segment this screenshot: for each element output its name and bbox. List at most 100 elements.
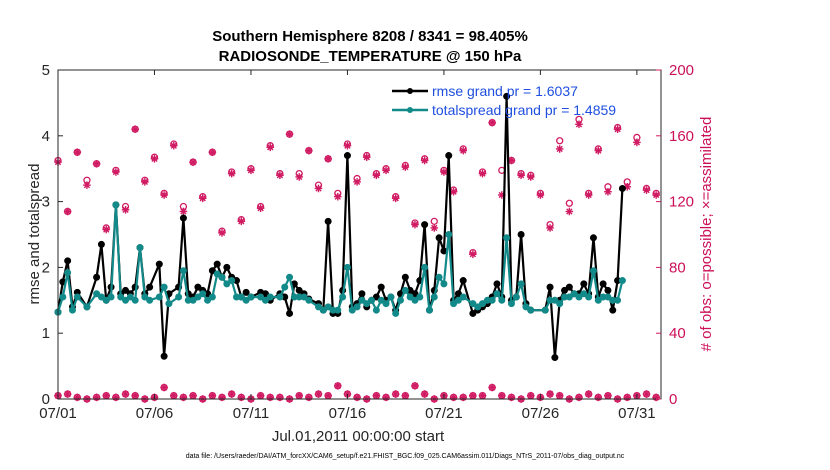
obs-assimilated-marker-low [266,393,275,402]
totalspread-point [102,296,110,304]
totalspread-point [454,296,462,304]
totalspread-point [194,293,202,301]
totalspread-point [594,296,602,304]
y-right-tick-label: 0 [669,391,677,408]
x-tick-label: 07/01 [39,405,77,422]
rmse-point [208,267,216,275]
obs-assimilated-marker [247,166,255,175]
x-tick-label: 07/06 [136,405,174,422]
rmse-point [517,231,525,238]
obs-assimilated-marker [362,153,371,161]
obs-assimilated-marker [266,143,275,152]
rmse-point [454,290,462,298]
obs-assimilated-marker [305,146,313,155]
rmse-point [160,352,168,360]
obs-assimilated-marker [449,187,458,196]
obs-assimilated-marker-low [276,393,284,402]
obs-assimilated-marker-low [189,391,197,400]
totalspread-point [377,296,385,304]
totalspread-point [541,306,549,314]
obs-assimilated-marker-low [353,393,361,402]
obs-assimilated-marker [295,173,303,181]
rmse-point [618,184,626,192]
obs-assimilated-marker-low [507,393,516,402]
obs-assimilated-marker [237,217,246,226]
obs-assimilated-marker [256,204,265,212]
y-axis-left-label: rmse and totalspread [26,164,43,305]
rmse-point [261,290,269,298]
x-tick-label: 07/16 [329,405,367,422]
obs-assimilated-marker-low [469,391,477,400]
obs-assimilated-marker [208,148,217,157]
totalspread-point [179,267,187,275]
obs-assimilated-marker [353,178,361,186]
obs-assimilated-marker-low [63,390,72,398]
obs-assimilated-marker [102,225,111,234]
obs-assimilated-marker-low [555,391,564,400]
rmse-point [469,309,477,317]
obs-assimilated-marker-low [391,390,400,398]
totalspread-point [406,293,414,301]
obs-assimilated-marker [517,171,525,180]
totalspread-point [348,306,356,314]
obs-assimilated-marker [121,206,130,214]
rmse-point [599,280,607,288]
obs-assimilated-marker [391,194,400,203]
totalspread-point [136,244,144,252]
x-tick-label: 07/31 [618,405,656,422]
obs-assimilated-marker [63,207,72,216]
totalspread-point [93,290,101,298]
totalspread-point [131,296,139,304]
y-right-tick-label: 160 [669,128,694,145]
totalspread-point [155,293,163,301]
obs-assimilated-marker-low [295,391,303,400]
y-right-tick-label: 40 [669,325,686,342]
obs-assimilated-marker [613,125,622,134]
totalspread-point [59,293,67,301]
totalspread-point [305,296,313,304]
obs-assimilated-marker-low [121,390,130,398]
obs-assimilated-marker [73,148,82,157]
obs-assimilated-marker [546,224,554,232]
obs-assimilated-marker-low [333,382,342,390]
totalspread-point [459,293,467,301]
obs-assimilated-marker-low [131,391,139,400]
rmse-point [411,290,419,298]
totalspread-point [440,280,448,288]
totalspread-point [604,293,612,301]
rmse-point [580,280,588,288]
obs-assimilated-marker [189,158,197,166]
rmse-point [146,283,154,291]
totalspread-point [585,293,593,301]
obs-assimilated-marker [131,125,139,134]
ticks-layer: 07/01 07/06 07/11 07/16 07/21 07/26 07/31 0 1 2 3 4… [39,62,694,422]
totalspread-point [237,293,245,301]
obs-assimilated-marker [565,207,574,216]
rmse-point [343,152,351,160]
obs-assimilated-marker [526,173,535,181]
totalspread-point [300,293,308,301]
obs-assimilated-marker [276,171,284,180]
legend-rmse-marker [407,88,413,94]
totalspread-point [117,293,125,301]
totalspread-point [281,283,289,291]
y-left-tick-label: 2 [42,259,50,276]
obs-assimilated-marker [575,120,583,129]
obs-assimilated-marker-low [652,393,660,402]
totalspread-point [589,267,597,275]
rmse-point [295,286,303,294]
obs-assimilated-marker-low [526,391,535,400]
totalspread-point [614,296,622,304]
totalspread-point [556,300,564,308]
plot-frame [57,69,662,400]
rmse-point [93,273,101,281]
obs-assimilated-marker-low [584,390,593,398]
plot-background [58,70,661,399]
totalspread-point [527,306,535,314]
obs-assimilated-marker [459,146,468,155]
totalspread-point [522,303,530,311]
totalspread-point [314,303,322,311]
obs-assimilated-marker [141,178,149,186]
rmse-point [604,286,612,294]
totalspread-point [565,293,573,301]
